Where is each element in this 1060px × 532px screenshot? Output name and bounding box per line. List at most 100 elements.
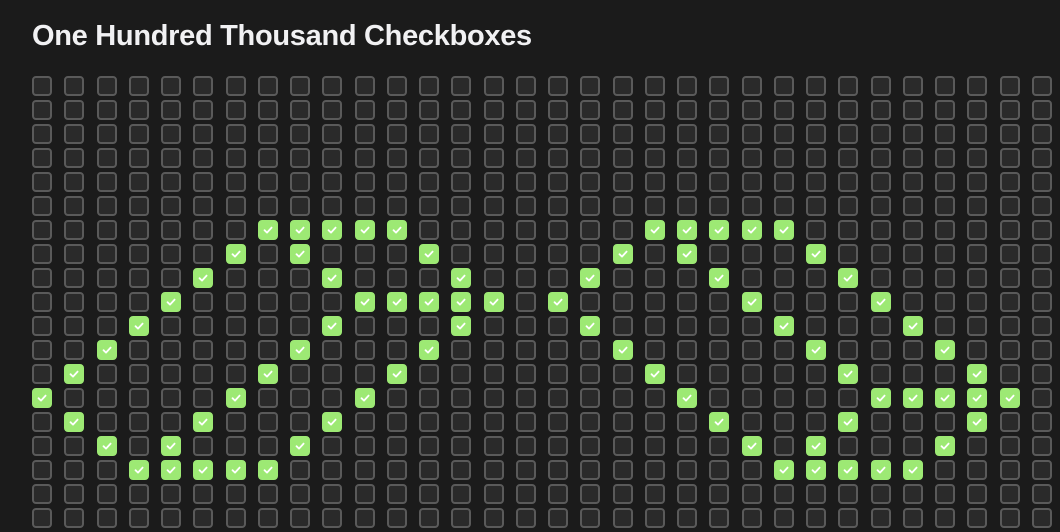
checkbox[interactable]: [548, 340, 568, 360]
checkbox[interactable]: [902, 268, 923, 288]
checkbox[interactable]: [838, 172, 859, 192]
checkbox[interactable]: [64, 508, 85, 528]
checkbox[interactable]: [386, 172, 407, 192]
checkbox[interactable]: [870, 316, 891, 336]
checkbox[interactable]: [515, 220, 536, 240]
checkbox[interactable]: [257, 244, 278, 264]
checkbox[interactable]: [290, 412, 310, 432]
checkbox[interactable]: [902, 364, 923, 384]
checkbox[interactable]: [580, 460, 601, 480]
checkbox[interactable]: [451, 148, 472, 168]
checkbox[interactable]: [580, 148, 601, 168]
checkbox[interactable]: [225, 196, 246, 216]
checkbox[interactable]: [322, 124, 343, 144]
checkbox[interactable]: [741, 364, 762, 384]
checkbox[interactable]: [999, 76, 1020, 96]
checkbox[interactable]: [677, 148, 697, 168]
checkbox[interactable]: [870, 76, 891, 96]
checkbox[interactable]: [257, 484, 278, 504]
checkbox-checked[interactable]: [677, 220, 697, 240]
checkbox[interactable]: [838, 100, 859, 120]
checkbox-checked[interactable]: [741, 220, 762, 240]
checkbox[interactable]: [902, 244, 923, 264]
checkbox[interactable]: [935, 244, 955, 264]
checkbox[interactable]: [773, 172, 794, 192]
checkbox[interactable]: [677, 172, 697, 192]
checkbox-checked[interactable]: [935, 388, 955, 408]
checkbox-checked[interactable]: [128, 316, 149, 336]
checkbox[interactable]: [612, 100, 633, 120]
checkbox-checked[interactable]: [193, 460, 214, 480]
checkbox-checked[interactable]: [322, 220, 343, 240]
checkbox[interactable]: [548, 244, 568, 264]
checkbox[interactable]: [386, 460, 407, 480]
checkbox[interactable]: [193, 196, 214, 216]
checkbox[interactable]: [290, 292, 310, 312]
checkbox-checked[interactable]: [419, 244, 439, 264]
checkbox[interactable]: [64, 268, 85, 288]
checkbox-checked[interactable]: [225, 388, 246, 408]
checkbox[interactable]: [451, 76, 472, 96]
checkbox[interactable]: [806, 124, 826, 144]
checkbox[interactable]: [322, 388, 343, 408]
checkbox[interactable]: [838, 340, 859, 360]
checkbox-checked[interactable]: [419, 292, 439, 312]
checkbox[interactable]: [419, 364, 439, 384]
checkbox[interactable]: [96, 100, 117, 120]
checkbox[interactable]: [354, 316, 375, 336]
checkbox[interactable]: [548, 412, 568, 432]
checkbox-checked[interactable]: [322, 268, 343, 288]
checkbox[interactable]: [580, 436, 601, 456]
checkbox[interactable]: [225, 340, 246, 360]
checkbox[interactable]: [354, 508, 375, 528]
checkbox[interactable]: [644, 148, 665, 168]
checkbox[interactable]: [483, 124, 504, 144]
checkbox[interactable]: [709, 196, 730, 216]
checkbox[interactable]: [741, 148, 762, 168]
checkbox[interactable]: [290, 100, 310, 120]
checkbox[interactable]: [741, 100, 762, 120]
checkbox[interactable]: [773, 100, 794, 120]
checkbox[interactable]: [193, 244, 214, 264]
checkbox[interactable]: [612, 364, 633, 384]
checkbox[interactable]: [257, 148, 278, 168]
checkbox[interactable]: [96, 460, 117, 480]
checkbox[interactable]: [935, 412, 955, 432]
checkbox-checked[interactable]: [354, 388, 375, 408]
checkbox[interactable]: [838, 388, 859, 408]
checkbox[interactable]: [225, 316, 246, 336]
checkbox[interactable]: [838, 436, 859, 456]
checkbox-checked[interactable]: [193, 412, 214, 432]
checkbox[interactable]: [1031, 364, 1052, 384]
checkbox[interactable]: [419, 172, 439, 192]
checkbox[interactable]: [548, 484, 568, 504]
checkbox[interactable]: [257, 172, 278, 192]
checkbox[interactable]: [257, 508, 278, 528]
checkbox[interactable]: [32, 220, 52, 240]
checkbox[interactable]: [64, 196, 85, 216]
checkbox[interactable]: [580, 220, 601, 240]
checkbox[interactable]: [967, 76, 988, 96]
checkbox[interactable]: [741, 196, 762, 216]
checkbox[interactable]: [64, 100, 85, 120]
checkbox[interactable]: [225, 508, 246, 528]
checkbox[interactable]: [677, 340, 697, 360]
checkbox[interactable]: [806, 412, 826, 432]
checkbox[interactable]: [806, 220, 826, 240]
checkbox[interactable]: [386, 340, 407, 360]
checkbox[interactable]: [225, 484, 246, 504]
checkbox[interactable]: [32, 148, 52, 168]
checkbox[interactable]: [548, 268, 568, 288]
checkbox[interactable]: [548, 388, 568, 408]
checkbox[interactable]: [419, 268, 439, 288]
checkbox-checked[interactable]: [612, 340, 633, 360]
checkbox[interactable]: [935, 148, 955, 168]
checkbox[interactable]: [386, 508, 407, 528]
checkbox[interactable]: [902, 148, 923, 168]
checkbox-checked[interactable]: [290, 244, 310, 264]
checkbox[interactable]: [354, 436, 375, 456]
checkbox[interactable]: [257, 316, 278, 336]
checkbox[interactable]: [515, 124, 536, 144]
checkbox[interactable]: [225, 76, 246, 96]
checkbox[interactable]: [161, 268, 181, 288]
